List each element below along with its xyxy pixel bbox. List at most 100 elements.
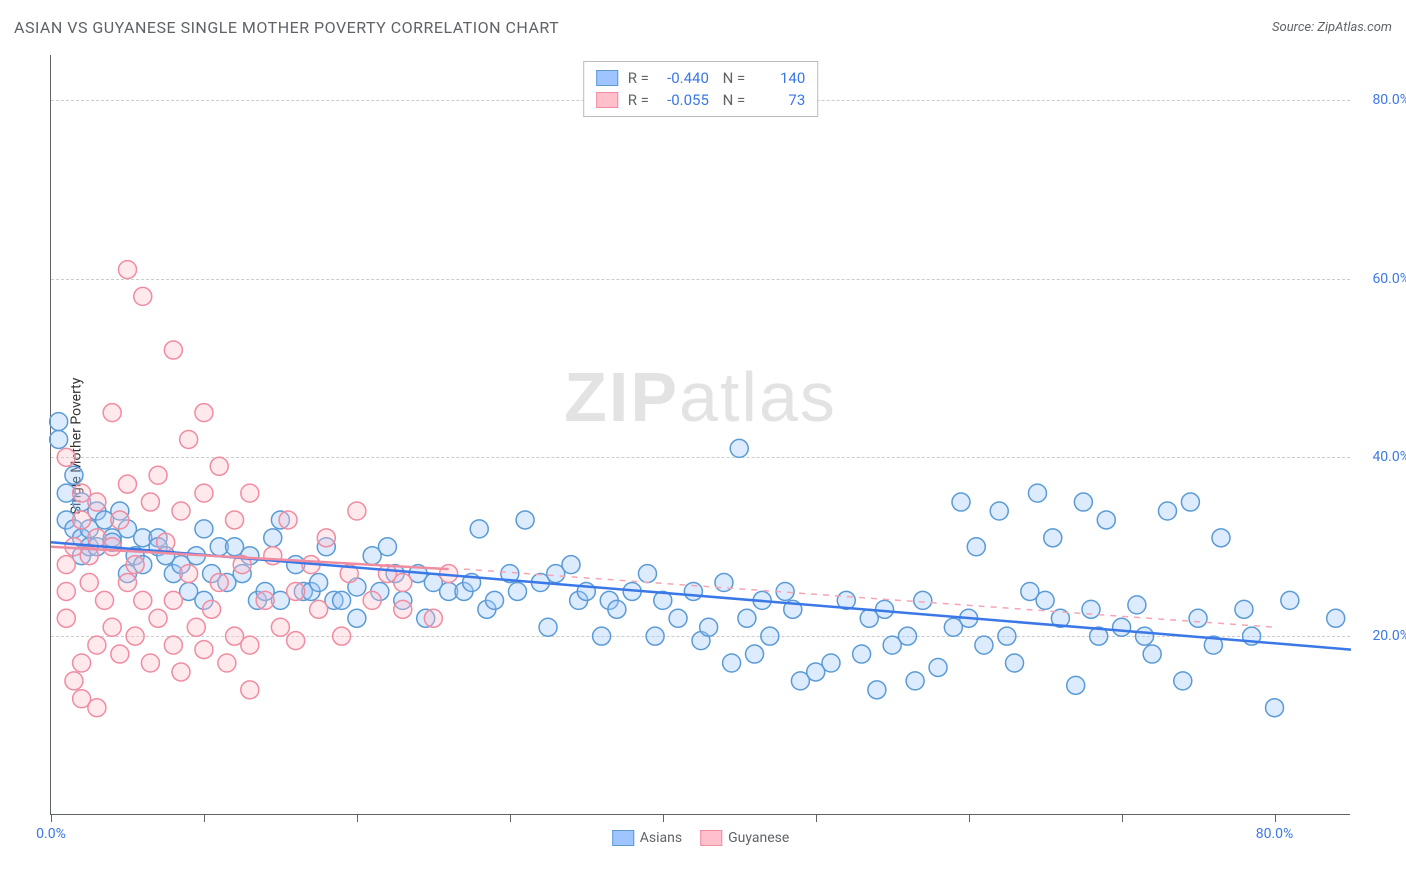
data-point-guyanese bbox=[203, 600, 221, 618]
data-point-guyanese bbox=[88, 636, 106, 654]
data-point-asians bbox=[593, 627, 611, 645]
data-point-guyanese bbox=[424, 609, 442, 627]
data-point-guyanese bbox=[126, 627, 144, 645]
data-point-guyanese bbox=[111, 511, 129, 529]
data-point-asians bbox=[1189, 609, 1207, 627]
data-point-asians bbox=[898, 627, 916, 645]
data-point-asians bbox=[761, 627, 779, 645]
scatter-layer bbox=[51, 55, 1350, 814]
data-point-guyanese bbox=[310, 600, 328, 618]
stats-box: R = -0.440 N = 140 R = -0.055 N = 73 bbox=[583, 61, 819, 117]
data-point-asians bbox=[853, 645, 871, 663]
data-point-asians bbox=[952, 493, 970, 511]
chart-title: ASIAN VS GUYANESE SINGLE MOTHER POVERTY … bbox=[14, 18, 559, 37]
data-point-guyanese bbox=[57, 448, 75, 466]
data-point-guyanese bbox=[180, 565, 198, 583]
data-point-asians bbox=[1143, 645, 1161, 663]
data-point-asians bbox=[700, 618, 718, 636]
data-point-guyanese bbox=[317, 529, 335, 547]
data-point-asians bbox=[746, 645, 764, 663]
data-point-asians bbox=[738, 609, 756, 627]
data-point-asians bbox=[608, 600, 626, 618]
data-point-guyanese bbox=[195, 641, 213, 659]
legend-item-guyanese: Guyanese bbox=[700, 830, 789, 846]
data-point-asians bbox=[50, 430, 68, 448]
data-point-guyanese bbox=[226, 511, 244, 529]
data-point-guyanese bbox=[164, 636, 182, 654]
data-point-guyanese bbox=[57, 556, 75, 574]
data-point-asians bbox=[990, 502, 1008, 520]
data-point-guyanese bbox=[287, 632, 305, 650]
data-point-asians bbox=[508, 582, 526, 600]
data-point-asians bbox=[1128, 596, 1146, 614]
data-point-guyanese bbox=[118, 475, 136, 493]
data-point-asians bbox=[1113, 618, 1131, 636]
data-point-guyanese bbox=[210, 457, 228, 475]
data-point-guyanese bbox=[134, 591, 152, 609]
data-point-asians bbox=[1174, 672, 1192, 690]
data-point-guyanese bbox=[134, 287, 152, 305]
legend: Asians Guyanese bbox=[612, 830, 790, 846]
data-point-asians bbox=[638, 565, 656, 583]
data-point-asians bbox=[1235, 600, 1253, 618]
data-point-guyanese bbox=[118, 261, 136, 279]
x-tick-label: 80.0% bbox=[1256, 826, 1294, 842]
data-point-asians bbox=[264, 529, 282, 547]
data-point-asians bbox=[822, 654, 840, 672]
data-point-asians bbox=[348, 609, 366, 627]
data-point-guyanese bbox=[141, 654, 159, 672]
data-point-guyanese bbox=[164, 341, 182, 359]
data-point-asians bbox=[516, 511, 534, 529]
swatch-asians-icon bbox=[612, 830, 634, 846]
data-point-asians bbox=[333, 591, 351, 609]
data-point-asians bbox=[1327, 609, 1345, 627]
legend-item-asians: Asians bbox=[612, 830, 682, 846]
data-point-guyanese bbox=[195, 484, 213, 502]
data-point-guyanese bbox=[157, 533, 175, 551]
data-point-asians bbox=[669, 609, 687, 627]
data-point-asians bbox=[1158, 502, 1176, 520]
stats-row-guyanese: R = -0.055 N = 73 bbox=[596, 89, 806, 111]
data-point-asians bbox=[723, 654, 741, 672]
data-point-guyanese bbox=[149, 609, 167, 627]
data-point-guyanese bbox=[80, 574, 98, 592]
data-point-guyanese bbox=[241, 484, 259, 502]
data-point-guyanese bbox=[172, 663, 190, 681]
data-point-guyanese bbox=[57, 582, 75, 600]
data-point-asians bbox=[975, 636, 993, 654]
data-point-guyanese bbox=[271, 618, 289, 636]
data-point-guyanese bbox=[103, 618, 121, 636]
y-tick-label: 20.0% bbox=[1372, 628, 1406, 644]
data-point-guyanese bbox=[180, 430, 198, 448]
data-point-asians bbox=[1097, 511, 1115, 529]
plot-area: ZIPatlas 20.0%40.0%60.0%80.0% R = -0.440… bbox=[50, 55, 1350, 815]
data-point-guyanese bbox=[279, 511, 297, 529]
data-point-asians bbox=[1006, 654, 1024, 672]
data-point-guyanese bbox=[210, 574, 228, 592]
swatch-guyanese bbox=[596, 92, 618, 108]
data-point-asians bbox=[1281, 591, 1299, 609]
data-point-guyanese bbox=[394, 574, 412, 592]
data-point-asians bbox=[195, 520, 213, 538]
data-point-guyanese bbox=[103, 404, 121, 422]
data-point-guyanese bbox=[172, 502, 190, 520]
data-point-asians bbox=[1067, 676, 1085, 694]
y-tick-label: 80.0% bbox=[1372, 92, 1406, 108]
data-point-guyanese bbox=[65, 672, 83, 690]
data-point-asians bbox=[998, 627, 1016, 645]
data-point-guyanese bbox=[126, 556, 144, 574]
data-point-asians bbox=[562, 556, 580, 574]
data-point-guyanese bbox=[195, 404, 213, 422]
data-point-guyanese bbox=[111, 645, 129, 663]
data-point-guyanese bbox=[241, 636, 259, 654]
data-point-asians bbox=[65, 466, 83, 484]
data-point-guyanese bbox=[118, 574, 136, 592]
data-point-guyanese bbox=[149, 466, 167, 484]
data-point-asians bbox=[1028, 484, 1046, 502]
data-point-guyanese bbox=[363, 591, 381, 609]
data-point-asians bbox=[929, 658, 947, 676]
swatch-guyanese-icon bbox=[700, 830, 722, 846]
data-point-guyanese bbox=[287, 582, 305, 600]
x-tick-label: 0.0% bbox=[36, 826, 66, 842]
data-point-asians bbox=[1082, 600, 1100, 618]
